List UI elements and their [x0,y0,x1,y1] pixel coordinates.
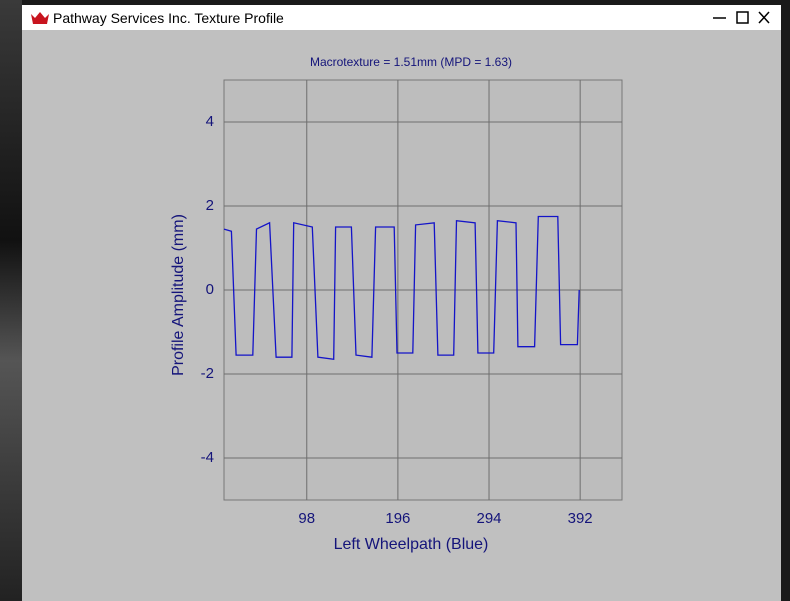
y-axis-label: Profile Amplitude (mm) [170,214,187,376]
y-tick-label: 2 [206,197,214,214]
x-axis-label: Left Wheelpath (Blue) [334,536,489,553]
chart-title: Macrotexture = 1.51mm (MPD = 1.63) [310,55,512,69]
y-tick-label: -4 [201,449,214,466]
app-icon [30,11,50,25]
x-tick-label: 98 [298,510,315,527]
background [0,0,22,601]
y-tick-label: -2 [201,365,214,382]
y-tick-label: 0 [206,281,214,298]
x-tick-label: 196 [385,510,410,527]
close-button[interactable] [759,12,769,23]
x-tick-label: 392 [568,510,593,527]
window: Pathway Services Inc. Texture Profile Ma… [22,5,781,601]
window-title: Pathway Services Inc. Texture Profile [53,10,284,26]
y-tick-label: 4 [206,113,214,130]
x-tick-label: 294 [477,510,502,527]
title-bar: Pathway Services Inc. Texture Profile [22,5,781,30]
maximize-button[interactable] [737,12,748,23]
window-controls [710,8,780,28]
chart: Macrotexture = 1.51mm (MPD = 1.63) Left … [22,30,781,601]
page: Pathway Services Inc. Texture Profile Ma… [0,0,790,601]
